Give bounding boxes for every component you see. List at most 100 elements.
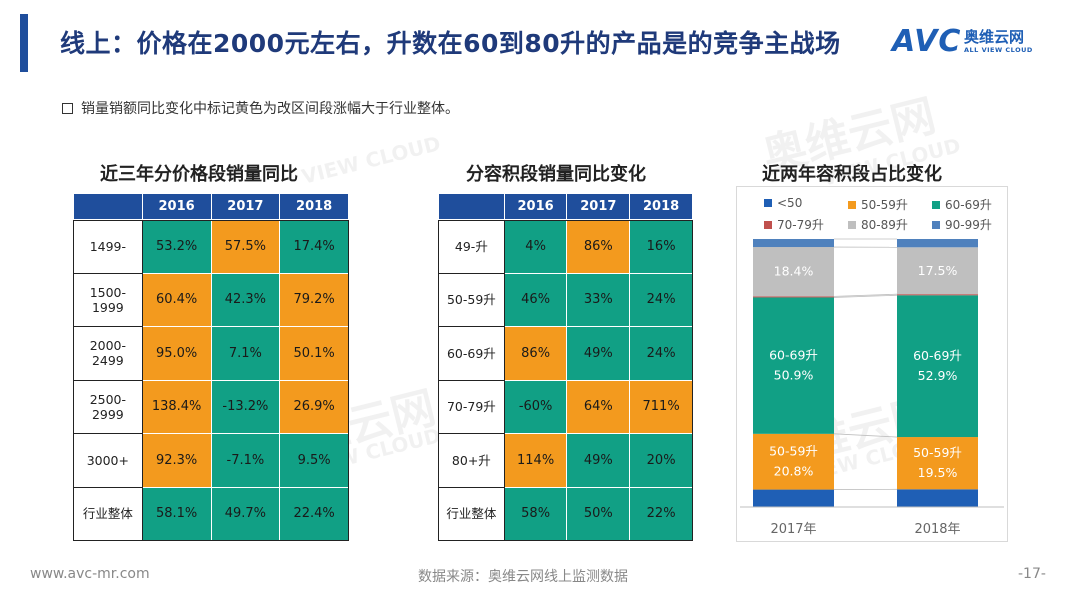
table-cell: 7.1% <box>210 326 281 381</box>
page-number: -17- <box>1018 566 1046 582</box>
table-cell: 26.9% <box>279 379 349 434</box>
table-corner <box>73 193 143 220</box>
table-cell: 17.4% <box>279 219 349 274</box>
legend-item: 80-89升 <box>848 216 908 233</box>
table-cell: 42.3% <box>210 272 281 327</box>
table-row: 49-升 4% 86% 16% <box>438 219 693 274</box>
row-label: 行业整体 <box>73 486 143 541</box>
legend-swatch <box>848 220 856 229</box>
table-cell: 95.0% <box>141 326 212 381</box>
footer-source: 数据来源：奥维云网线上监测数据 <box>418 569 628 585</box>
logo-en-text: ALL VIEW CLOUD <box>964 46 1033 54</box>
legend-swatch <box>764 199 772 207</box>
table-cell: 49% <box>566 326 631 381</box>
column-header-2018: 2018 <box>629 193 693 220</box>
row-label: 1500- 1999 <box>73 272 143 327</box>
title-accent-bar <box>20 14 28 72</box>
column-header-2016: 2016 <box>503 193 568 220</box>
table-cell: -60% <box>503 379 568 434</box>
table-cell: 86% <box>503 326 568 381</box>
table-cell: 20% <box>629 433 693 488</box>
table-row: 2000- 2499 95.0% 7.1% 50.1% <box>73 326 349 381</box>
table-cell: 138.4% <box>141 379 212 434</box>
row-label: 1499- <box>73 219 143 274</box>
logo-avc-text: AVC <box>892 24 962 59</box>
table-cell: 58.1% <box>141 486 212 541</box>
row-label: 行业整体 <box>438 486 505 541</box>
legend-label: 80-89升 <box>861 218 908 232</box>
table-cell: -13.2% <box>210 379 281 434</box>
row-label: 3000+ <box>73 433 143 488</box>
table-cell: 33% <box>566 272 631 327</box>
table-cell: 22.4% <box>279 486 349 541</box>
price-table-title: 近三年分价格段销量同比 <box>100 164 298 185</box>
legend-swatch <box>932 200 940 209</box>
chart-title: 近两年容积段占比变化 <box>762 164 942 185</box>
legend-label: 90-99升 <box>945 218 992 232</box>
row-label: 2000- 2499 <box>73 326 143 381</box>
page-title: 线上：价格在2000元左右，升数在60到80升的产品是的竞争主战场 <box>60 29 841 58</box>
row-label: 70-79升 <box>438 379 505 434</box>
note-text: 销量销额同比变化中标记黄色为改区间段涨幅大于行业整体。 <box>81 101 459 117</box>
table-cell: 49.7% <box>210 486 281 541</box>
watermark-en-4: VIEW CLOUD <box>299 131 443 189</box>
table-cell: 58% <box>503 486 568 541</box>
table-cell: 60.4% <box>141 272 212 327</box>
table-row: 2500- 2999 138.4% -13.2% 26.9% <box>73 379 349 434</box>
row-label: 80+升 <box>438 433 505 488</box>
volume-table-title: 分容积段销量同比变化 <box>466 164 646 185</box>
table-cell: 92.3% <box>141 433 212 488</box>
legend-label: 60-69升 <box>945 198 992 212</box>
table-cell: 24% <box>629 326 693 381</box>
table-cell: -7.1% <box>210 433 281 488</box>
column-header-2017: 2017 <box>210 193 281 220</box>
table-corner <box>438 193 505 220</box>
table-cell: 16% <box>629 219 693 274</box>
note: 销量销额同比变化中标记黄色为改区间段涨幅大于行业整体。 <box>62 98 459 118</box>
table-row: 行业整体 58.1% 49.7% 22.4% <box>73 486 349 541</box>
table-cell: 49% <box>566 433 631 488</box>
legend-label: <50 <box>777 196 803 210</box>
table-row: 80+升 114% 49% 20% <box>438 433 693 488</box>
column-header-2017: 2017 <box>566 193 631 220</box>
table-cell: 50.1% <box>279 326 349 381</box>
table-cell: 22% <box>629 486 693 541</box>
legend-swatch <box>932 220 940 229</box>
legend-label: 70-79升 <box>777 218 824 232</box>
row-label: 60-69升 <box>438 326 505 381</box>
legend-item: <50 <box>764 196 802 210</box>
table-row: 1499- 53.2% 57.5% 17.4% <box>73 219 349 274</box>
square-bullet-icon <box>62 102 73 114</box>
legend-item: 60-69升 <box>932 196 992 213</box>
row-label: 2500- 2999 <box>73 379 143 434</box>
table-cell: 79.2% <box>279 272 349 327</box>
legend-swatch <box>848 200 856 209</box>
legend-swatch <box>764 220 772 229</box>
price-table: 2016 2017 2018 1499- 53.2% 57.5% 17.4% 1500- 199… <box>73 193 349 541</box>
legend-item: 70-79升 <box>764 216 824 233</box>
row-label: 50-59升 <box>438 272 505 327</box>
footer-site: www.avc-mr.com <box>30 566 150 582</box>
table-cell: 50% <box>566 486 631 541</box>
legend-item: 90-99升 <box>932 216 992 233</box>
table-cell: 64% <box>566 379 631 434</box>
row-label: 49-升 <box>438 219 505 274</box>
table-cell: 4% <box>503 219 568 274</box>
legend-item: 50-59升 <box>848 196 908 213</box>
column-header-2016: 2016 <box>141 193 212 220</box>
table-row: 1500- 1999 60.4% 42.3% 79.2% <box>73 272 349 327</box>
table-cell: 53.2% <box>141 219 212 274</box>
table-cell: 24% <box>629 272 693 327</box>
table-cell: 86% <box>566 219 631 274</box>
logo: AVC 奥维云网 ALL VIEW CLOUD <box>892 24 1062 64</box>
volume-table: 2016 2017 2018 49-升 4% 86% 16% 50-59升 46% 33% 24% 6… <box>438 193 693 541</box>
table-row: 50-59升 46% 33% 24% <box>438 272 693 327</box>
column-header-2018: 2018 <box>279 193 349 220</box>
table-cell: 9.5% <box>279 433 349 488</box>
table-cell: 114% <box>503 433 568 488</box>
chart-frame <box>736 186 1008 542</box>
table-cell: 711% <box>629 379 693 434</box>
table-row: 3000+ 92.3% -7.1% 9.5% <box>73 433 349 488</box>
table-row: 行业整体 58% 50% 22% <box>438 486 693 541</box>
table-cell: 46% <box>503 272 568 327</box>
